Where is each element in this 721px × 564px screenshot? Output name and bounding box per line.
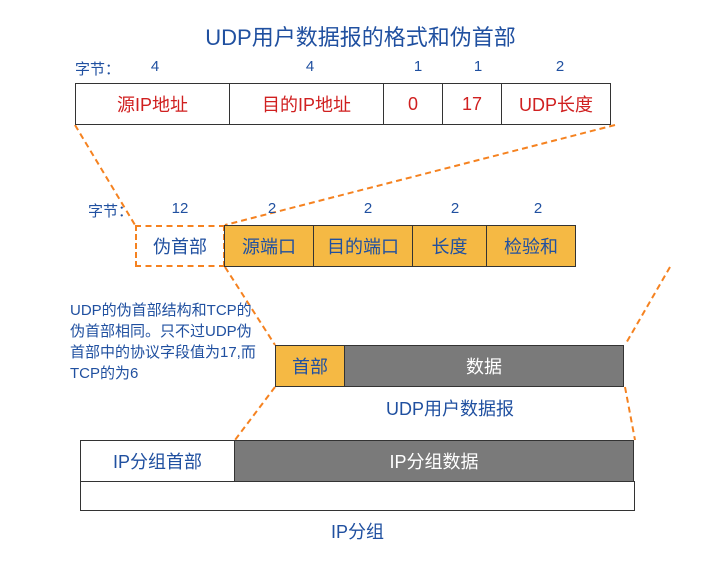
byte-num: 2 [348, 200, 388, 217]
cell-pseudo-hdr: 伪首部 [135, 225, 225, 267]
cell-checksum: 检验和 [486, 225, 576, 267]
note-text: UDP的伪首部结构和TCP的伪首部相同。只不过UDP伪首部中的协议字段值为17,… [70, 300, 260, 384]
udp-header-row: 伪首部 源端口 目的端口 长度 检验和 [135, 225, 576, 267]
cell-src-ip: 源IP地址 [75, 83, 230, 125]
byte-num: 2 [435, 200, 475, 217]
cell-udp-len: UDP长度 [501, 83, 611, 125]
cell-proto: 17 [442, 83, 502, 125]
cell-dst-ip: 目的IP地址 [229, 83, 384, 125]
cell-zero: 0 [383, 83, 443, 125]
byte-num: 4 [290, 58, 330, 75]
ip-packet-outline [80, 481, 635, 511]
diagram-title: UDP用户数据报的格式和伪首部 [0, 20, 721, 52]
ip-packet-row: IP分组首部 IP分组数据 [80, 440, 634, 482]
pseudo-header-row: 源IP地址 目的IP地址 0 17 UDP长度 [75, 83, 611, 125]
cell-ip-header: IP分组首部 [80, 440, 235, 482]
cell-dst-port: 目的端口 [313, 225, 413, 267]
bytes-label-1: 字节： [75, 58, 120, 79]
ip-packet-caption: IP分组 [80, 518, 635, 544]
byte-num: 4 [135, 58, 175, 75]
cell-length: 长度 [412, 225, 487, 267]
udp-datagram-caption: UDP用户数据报 [275, 395, 625, 421]
byte-num: 12 [160, 200, 200, 217]
byte-num: 1 [458, 58, 498, 75]
byte-num: 2 [540, 58, 580, 75]
byte-num: 2 [518, 200, 558, 217]
cell-src-port: 源端口 [224, 225, 314, 267]
cell-header: 首部 [275, 345, 345, 387]
byte-num: 2 [252, 200, 292, 217]
cell-data: 数据 [344, 345, 624, 387]
bytes-label-2: 字节： [88, 200, 133, 221]
byte-num: 1 [398, 58, 438, 75]
cell-ip-data: IP分组数据 [234, 440, 634, 482]
udp-datagram-row: 首部 数据 [275, 345, 624, 387]
